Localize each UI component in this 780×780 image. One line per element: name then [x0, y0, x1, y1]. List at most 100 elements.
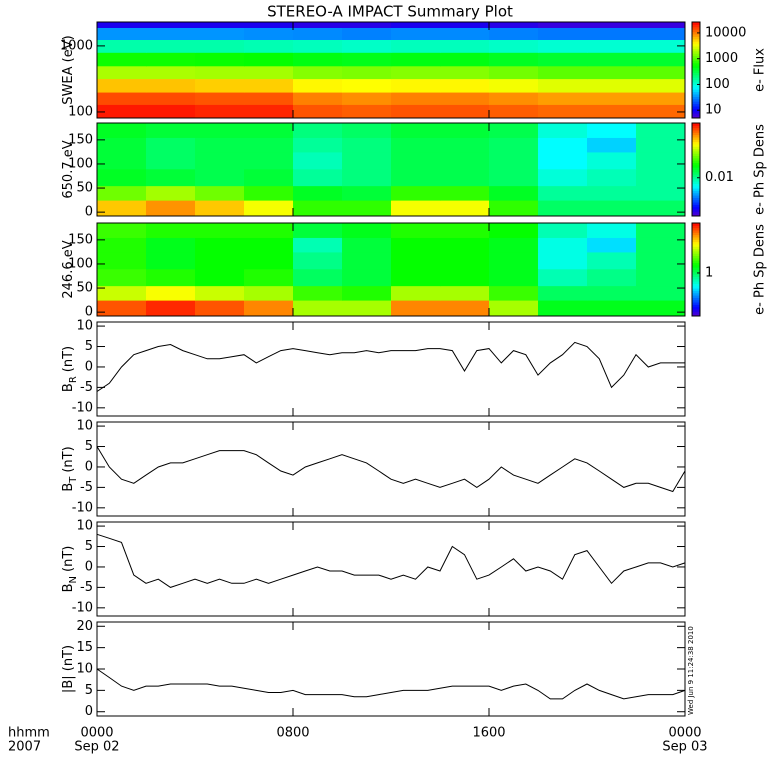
colorbar-swatch	[692, 22, 700, 25]
y-tick-label: 0	[85, 704, 93, 719]
colorbar-swatch	[692, 46, 700, 49]
y-tick-label: 0	[85, 205, 93, 220]
colorbar-swatch	[692, 41, 700, 45]
heatmap-cell	[146, 78, 196, 93]
heatmap-cell	[342, 200, 392, 216]
colorbar-swatch	[692, 110, 700, 114]
heatmap-cell	[342, 268, 392, 287]
heatmap-cell	[244, 200, 294, 216]
heatmap-cell	[342, 92, 392, 105]
colorbar-swatch	[692, 174, 700, 177]
colorbar-swatch	[692, 143, 700, 147]
heatmap-cell	[146, 185, 196, 201]
colorbar-swatch	[692, 304, 700, 308]
y-axis-label-unit: (nT)	[61, 446, 76, 472]
plot-title: STEREO-A IMPACT Summary Plot	[267, 3, 513, 21]
heatmap-cell	[195, 123, 245, 138]
heatmap-cell	[244, 151, 294, 170]
heatmap-cell	[489, 151, 539, 170]
y-tick-label: 20	[76, 619, 93, 634]
heatmap-cell	[489, 137, 539, 153]
heatmap-cell	[244, 168, 294, 187]
heatmap-cell	[636, 300, 685, 316]
heatmap-cell	[391, 200, 441, 216]
colorbar-swatch	[692, 199, 700, 203]
colorbar-swatch	[692, 106, 700, 109]
heatmap-cell	[636, 39, 685, 53]
heatmap-cell	[244, 104, 294, 118]
heatmap-cell	[587, 27, 637, 40]
heatmap-cell	[195, 168, 245, 187]
colorbar-swatch	[692, 297, 700, 301]
heatmap-cell	[146, 251, 196, 270]
heatmap-cell	[636, 52, 685, 67]
colorbar-swatch	[692, 253, 700, 257]
heatmap-cell	[538, 78, 588, 93]
heatmap-cell	[440, 251, 490, 270]
colorbar-swatch	[692, 181, 700, 184]
colorbar-swatch	[692, 141, 700, 145]
heatmap-cell	[244, 65, 294, 80]
heatmap-cell	[636, 285, 685, 301]
field-line	[96, 446, 686, 493]
heatmap-cell	[97, 123, 147, 138]
panel-frame	[96, 321, 686, 417]
heatmap-cell	[146, 22, 196, 28]
field-line	[96, 341, 685, 392]
heatmap-cell	[146, 39, 196, 53]
y-tick-label: 50	[76, 181, 93, 196]
heatmap	[97, 22, 685, 118]
colorbar-swatch	[692, 264, 700, 268]
heatmap-cell	[636, 123, 685, 138]
heatmap-cell	[195, 251, 245, 270]
colorbar-swatch	[692, 236, 700, 240]
heatmap-cell	[293, 39, 343, 53]
heatmap-cell	[195, 52, 245, 67]
heatmap-cell	[97, 223, 147, 238]
colorbar-swatch	[692, 178, 700, 182]
heatmap-cell	[489, 52, 539, 67]
heatmap-cell	[244, 92, 294, 105]
heatmap-cell	[538, 123, 588, 138]
heatmap-cell	[195, 237, 245, 253]
heatmap-cell	[146, 223, 196, 238]
heatmap-cell	[293, 65, 343, 80]
y-tick-label: 0	[85, 459, 93, 474]
heatmap-cell	[195, 65, 245, 80]
heatmap-cell	[489, 92, 539, 105]
colorbar-swatch	[692, 150, 700, 154]
heatmap-cell	[538, 104, 588, 118]
y-tick-label: 10	[76, 319, 93, 334]
heatmap-cell	[244, 237, 294, 253]
heatmap-cell	[146, 92, 196, 105]
heatmap-cell	[97, 185, 147, 201]
heatmap-cell	[342, 137, 392, 153]
heatmap-cell	[342, 52, 392, 67]
heatmap-cell	[244, 268, 294, 287]
heatmap-cell	[244, 285, 294, 301]
panel-frame	[96, 621, 686, 717]
heatmap-cell	[489, 251, 539, 270]
heatmap-cell	[146, 200, 196, 216]
colorbar-swatch	[692, 250, 700, 254]
heatmap-cell	[538, 39, 588, 53]
heatmap-cell	[244, 22, 294, 28]
y-axis-label-text: 650.7 eV	[61, 140, 76, 198]
y-axis-label: 650.7 eV	[61, 140, 76, 198]
panel-frame	[96, 521, 686, 617]
heatmap-cell	[587, 251, 637, 270]
colorbar-swatch	[692, 129, 700, 133]
heatmap-cell	[97, 22, 147, 28]
heatmap-cell	[440, 223, 490, 238]
heatmap-cell	[293, 285, 343, 301]
colorbar-swatch	[692, 223, 700, 226]
heatmap-cell	[342, 151, 392, 170]
colorbar-swatch	[692, 94, 700, 97]
heatmap-cell	[97, 300, 147, 316]
heatmap-cell	[440, 104, 490, 118]
y-axis-label-sub: N	[68, 576, 79, 583]
heatmap-cell	[342, 237, 392, 253]
colorbar-swatch	[692, 74, 700, 78]
colorbar-swatch	[692, 232, 700, 236]
colorbar-swatch	[692, 48, 700, 52]
